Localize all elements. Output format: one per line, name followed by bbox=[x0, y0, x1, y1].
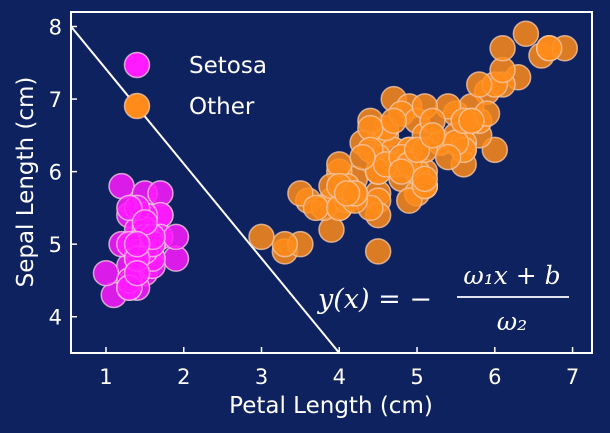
data-point-other bbox=[364, 238, 392, 265]
data-point-other bbox=[380, 107, 407, 135]
decision-boundary-layer bbox=[70, 25, 341, 354]
data-point-other bbox=[411, 165, 439, 193]
data-point-other bbox=[388, 158, 415, 185]
x-tick-label: 5 bbox=[410, 365, 423, 389]
x-tick-label: 6 bbox=[488, 365, 501, 389]
ticks-layer: 1 2 3 4 5 6 7 4 5 6 7 8 bbox=[49, 16, 580, 389]
data-point-other bbox=[349, 143, 376, 171]
x-tick-label: 4 bbox=[333, 365, 346, 389]
data-point-other bbox=[535, 35, 563, 62]
y-axis-title: Sepal Length (cm) bbox=[13, 77, 39, 288]
x-tick-label: 3 bbox=[255, 365, 268, 389]
data-point-other bbox=[271, 230, 299, 258]
data-point-setosa bbox=[162, 223, 190, 251]
data-point-setosa bbox=[92, 259, 120, 287]
y-tick-label: 4 bbox=[49, 306, 62, 330]
data-point-other bbox=[419, 122, 446, 149]
data-point-other bbox=[465, 71, 493, 98]
y-tick-label: 8 bbox=[49, 16, 62, 40]
legend-label-other: Other bbox=[189, 94, 255, 120]
x-axis-title: Petal Length (cm) bbox=[229, 393, 433, 419]
legend-marker-setosa bbox=[123, 51, 151, 79]
data-point-other bbox=[434, 143, 462, 171]
x-tick-label: 1 bbox=[99, 365, 112, 389]
y-tick-label: 5 bbox=[49, 233, 62, 257]
equation-lhs: y(x) = − bbox=[317, 284, 432, 315]
data-point-other bbox=[458, 107, 485, 135]
decision-boundary-line bbox=[70, 25, 341, 354]
x-tick-label: 7 bbox=[566, 365, 579, 389]
data-point-other bbox=[248, 223, 275, 251]
data-points-layer bbox=[92, 20, 579, 309]
data-point-other bbox=[489, 35, 516, 62]
data-point-other bbox=[302, 194, 330, 222]
data-point-setosa bbox=[123, 230, 151, 258]
data-point-other bbox=[333, 180, 361, 207]
equation-numerator: ω₁x + b bbox=[463, 261, 560, 290]
legend: Setosa Other bbox=[123, 51, 267, 120]
data-point-other bbox=[512, 20, 540, 48]
data-point-setosa bbox=[123, 259, 151, 287]
legend-label-setosa: Setosa bbox=[189, 53, 267, 79]
x-tick-label: 2 bbox=[177, 365, 190, 389]
equation-annotation: y(x) = − ω₁x + b ω₂ bbox=[317, 261, 569, 336]
y-tick-label: 7 bbox=[49, 88, 62, 112]
equation-denominator: ω₂ bbox=[497, 307, 527, 336]
legend-marker-other bbox=[123, 92, 151, 120]
y-tick-label: 6 bbox=[49, 161, 62, 185]
plot-frame bbox=[70, 11, 593, 354]
